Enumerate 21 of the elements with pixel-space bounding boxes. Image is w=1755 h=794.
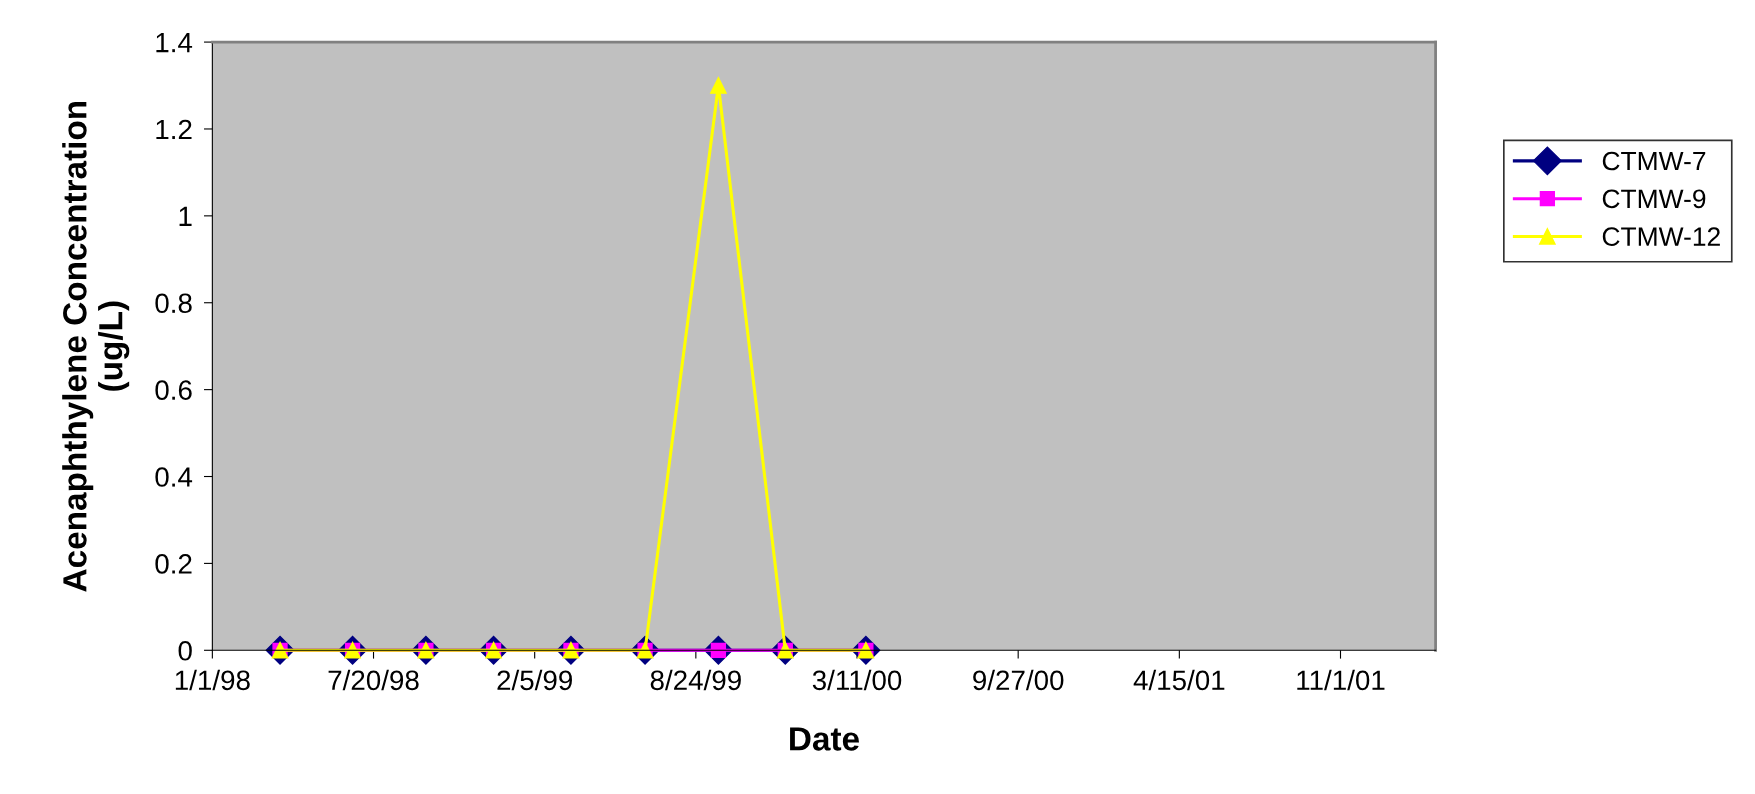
x-tick-label: 3/11/00 [812,669,902,691]
x-tick-label: 1/1/98 [175,669,250,691]
y-tick-label: 1 [179,206,192,226]
x-tick-label: 4/15/01 [1133,669,1225,691]
x-tick-label: 7/20/98 [328,669,419,691]
y-tick-label: 0.6 [155,380,192,400]
legend-label: CTMW-12 [1602,227,1720,246]
x-tick-label: 9/27/00 [973,669,1064,691]
x-axis-title: Date [790,727,859,751]
y-tick-label: 0 [178,640,192,661]
y-axis-title: Acenaphthylene Concentration (ug/L) [62,101,130,592]
x-tick-label: 2/5/99 [497,669,572,691]
y-tick-label: 1.4 [156,33,193,53]
y-tick-label: 1.2 [156,119,192,140]
legend-label: CTMW-9 [1602,189,1706,209]
x-tick-label: 11/1/01 [1297,669,1385,691]
legend-label: CTMW-7 [1602,151,1706,171]
y-tick-label: 0.2 [155,554,192,574]
y-tick-label: 0.4 [155,467,193,487]
x-tick-label: 8/24/99 [650,669,741,691]
y-tick-label: 0.8 [155,293,192,314]
